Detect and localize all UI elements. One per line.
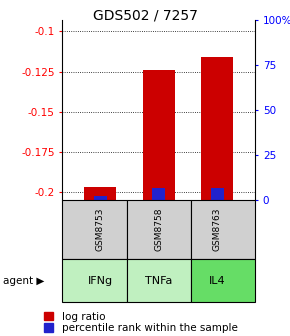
Bar bbox=[211, 188, 224, 200]
Text: GSM8763: GSM8763 bbox=[213, 208, 222, 251]
Bar bbox=[191, 200, 255, 259]
Bar bbox=[62, 259, 127, 302]
Bar bbox=[143, 70, 175, 200]
Bar bbox=[127, 259, 191, 302]
Bar bbox=[127, 200, 191, 259]
Text: GSM8753: GSM8753 bbox=[96, 208, 105, 251]
Bar bbox=[201, 57, 233, 200]
Text: IFNg: IFNg bbox=[88, 276, 113, 286]
Text: agent ▶: agent ▶ bbox=[3, 276, 44, 286]
Text: IL4: IL4 bbox=[209, 276, 226, 286]
Text: GDS502 / 7257: GDS502 / 7257 bbox=[93, 8, 197, 23]
Bar bbox=[84, 187, 116, 200]
Bar bbox=[94, 196, 107, 200]
Bar bbox=[62, 200, 127, 259]
Text: TNFa: TNFa bbox=[145, 276, 173, 286]
Legend: log ratio, percentile rank within the sample: log ratio, percentile rank within the sa… bbox=[43, 310, 239, 334]
Bar bbox=[191, 259, 255, 302]
Bar bbox=[152, 188, 165, 200]
Text: GSM8758: GSM8758 bbox=[154, 208, 163, 251]
